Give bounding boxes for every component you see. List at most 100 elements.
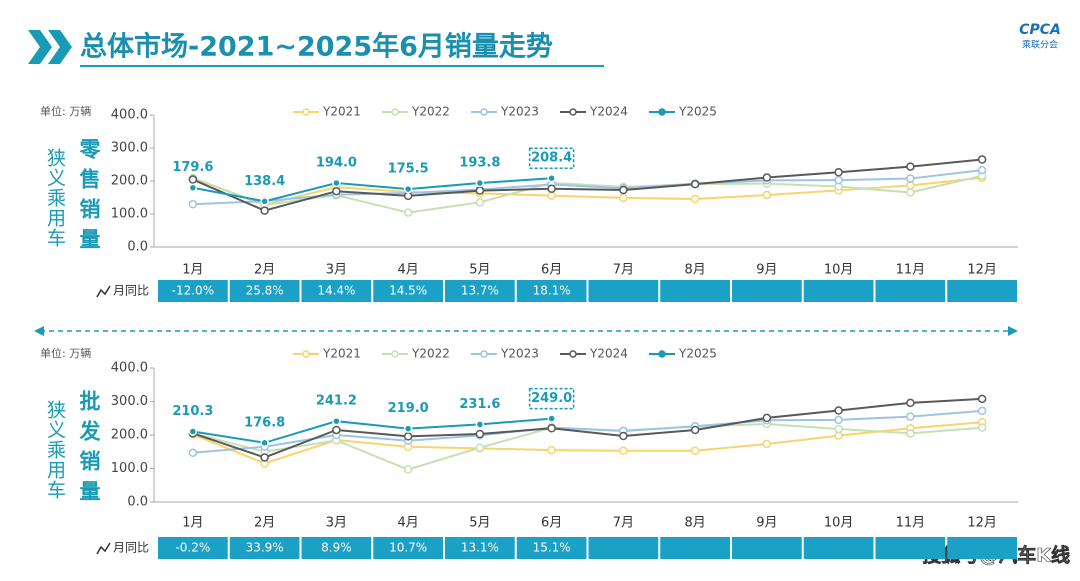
mom-cell xyxy=(373,280,443,302)
mom-icon xyxy=(96,285,111,298)
mom-cell xyxy=(803,280,874,302)
chevron xyxy=(28,30,52,64)
point xyxy=(690,194,700,204)
mom-value: 13.7% xyxy=(461,284,499,298)
point xyxy=(619,193,628,203)
point xyxy=(260,206,269,215)
legend-label: Y2025 xyxy=(678,347,717,361)
data-label: 179.6 xyxy=(172,160,213,175)
legend-label: Y2021 xyxy=(322,105,361,119)
series-line xyxy=(192,158,983,212)
point xyxy=(332,186,341,196)
legend-label: Y2022 xyxy=(411,347,450,361)
mom-cell xyxy=(588,280,659,302)
x-tick-label: 10月 xyxy=(824,263,854,278)
point xyxy=(475,198,485,207)
data-label: 249.0 xyxy=(531,391,572,406)
point xyxy=(762,413,772,423)
data-label: 193.8 xyxy=(459,156,500,171)
point xyxy=(260,197,269,206)
series-line xyxy=(192,397,983,459)
mom-value: 25.8% xyxy=(246,284,284,298)
series-line xyxy=(192,174,983,214)
title: 总体市场-2021~2025年6月销量走势 xyxy=(80,31,553,63)
point xyxy=(619,431,628,441)
point xyxy=(332,425,341,435)
point xyxy=(906,188,915,197)
mom-value: 14.5% xyxy=(389,284,427,298)
series-line xyxy=(192,177,552,203)
x-tick-label: 5月 xyxy=(469,263,490,278)
highlight-box xyxy=(528,147,575,169)
point xyxy=(188,200,198,209)
mom-cell xyxy=(732,537,802,559)
point xyxy=(547,191,556,200)
x-tick-label: 12月 xyxy=(967,516,997,531)
data-label: 138.4 xyxy=(244,174,285,189)
data-label: 175.5 xyxy=(388,162,429,177)
legend-marker xyxy=(302,350,310,358)
point xyxy=(762,173,772,182)
point xyxy=(977,155,987,164)
mom-value: 8.9% xyxy=(321,541,352,555)
mom-cell xyxy=(158,280,228,302)
x-tick-label: 6月 xyxy=(541,263,562,278)
point xyxy=(188,448,198,458)
data-label: 231.6 xyxy=(459,397,500,412)
point xyxy=(547,445,556,455)
x-tick-label: 11月 xyxy=(896,263,926,278)
mom-value: 33.9% xyxy=(246,541,284,555)
mom-cell xyxy=(732,280,802,302)
point xyxy=(906,398,915,408)
legend-marker xyxy=(658,108,666,116)
legend-marker xyxy=(480,108,488,116)
mom-label: 月同比 xyxy=(113,541,149,555)
x-tick-label: 8月 xyxy=(684,263,705,278)
point xyxy=(834,424,843,434)
mom-cell xyxy=(373,537,443,559)
mom-label: 月同比 xyxy=(113,284,149,298)
legend-label: Y2023 xyxy=(500,347,539,361)
x-tick-label: 4月 xyxy=(397,263,418,278)
x-tick-label: 10月 xyxy=(824,516,854,531)
point xyxy=(906,412,915,421)
y-tick-label: 0.0 xyxy=(127,240,148,255)
side-label: 狭义乘用车 xyxy=(44,400,66,500)
y-tick-label: 100.0 xyxy=(111,461,148,476)
mom-cell xyxy=(660,280,730,302)
point xyxy=(188,427,198,436)
mom-cell xyxy=(875,537,946,559)
data-label: 194.0 xyxy=(316,155,357,170)
mom-label-cell xyxy=(88,537,156,559)
x-tick-label: 7月 xyxy=(613,516,634,531)
mom-value: 13.1% xyxy=(461,541,499,555)
data-label: 208.4 xyxy=(531,151,572,166)
mom-label-cell xyxy=(88,280,156,302)
y-tick-label: 300.0 xyxy=(111,394,148,409)
x-tick-label: 9月 xyxy=(756,516,777,531)
point xyxy=(188,183,198,192)
x-tick-label: 6月 xyxy=(541,516,562,531)
x-tick-label: 1月 xyxy=(182,516,203,531)
data-label: 219.0 xyxy=(388,401,429,416)
mom-cell xyxy=(947,537,1017,559)
point xyxy=(619,446,628,455)
mom-value: 15.1% xyxy=(533,541,571,555)
y-tick-label: 400.0 xyxy=(111,108,148,123)
point xyxy=(619,185,628,195)
point xyxy=(906,162,915,171)
legend-label: Y2022 xyxy=(411,105,450,119)
y-tick-label: 100.0 xyxy=(111,207,148,222)
point xyxy=(834,406,843,415)
point xyxy=(403,432,413,441)
mom-cell xyxy=(229,537,300,559)
unit-label: 单位: 万辆 xyxy=(40,104,91,118)
data-label: 176.8 xyxy=(244,415,285,430)
point xyxy=(906,429,915,438)
y-tick-label: 200.0 xyxy=(111,174,148,189)
chevron xyxy=(48,30,72,64)
logo-sub: 乘联分会 xyxy=(1022,39,1058,51)
legend-label: Y2024 xyxy=(589,105,628,119)
metric-label: 零售销量 xyxy=(77,138,101,258)
